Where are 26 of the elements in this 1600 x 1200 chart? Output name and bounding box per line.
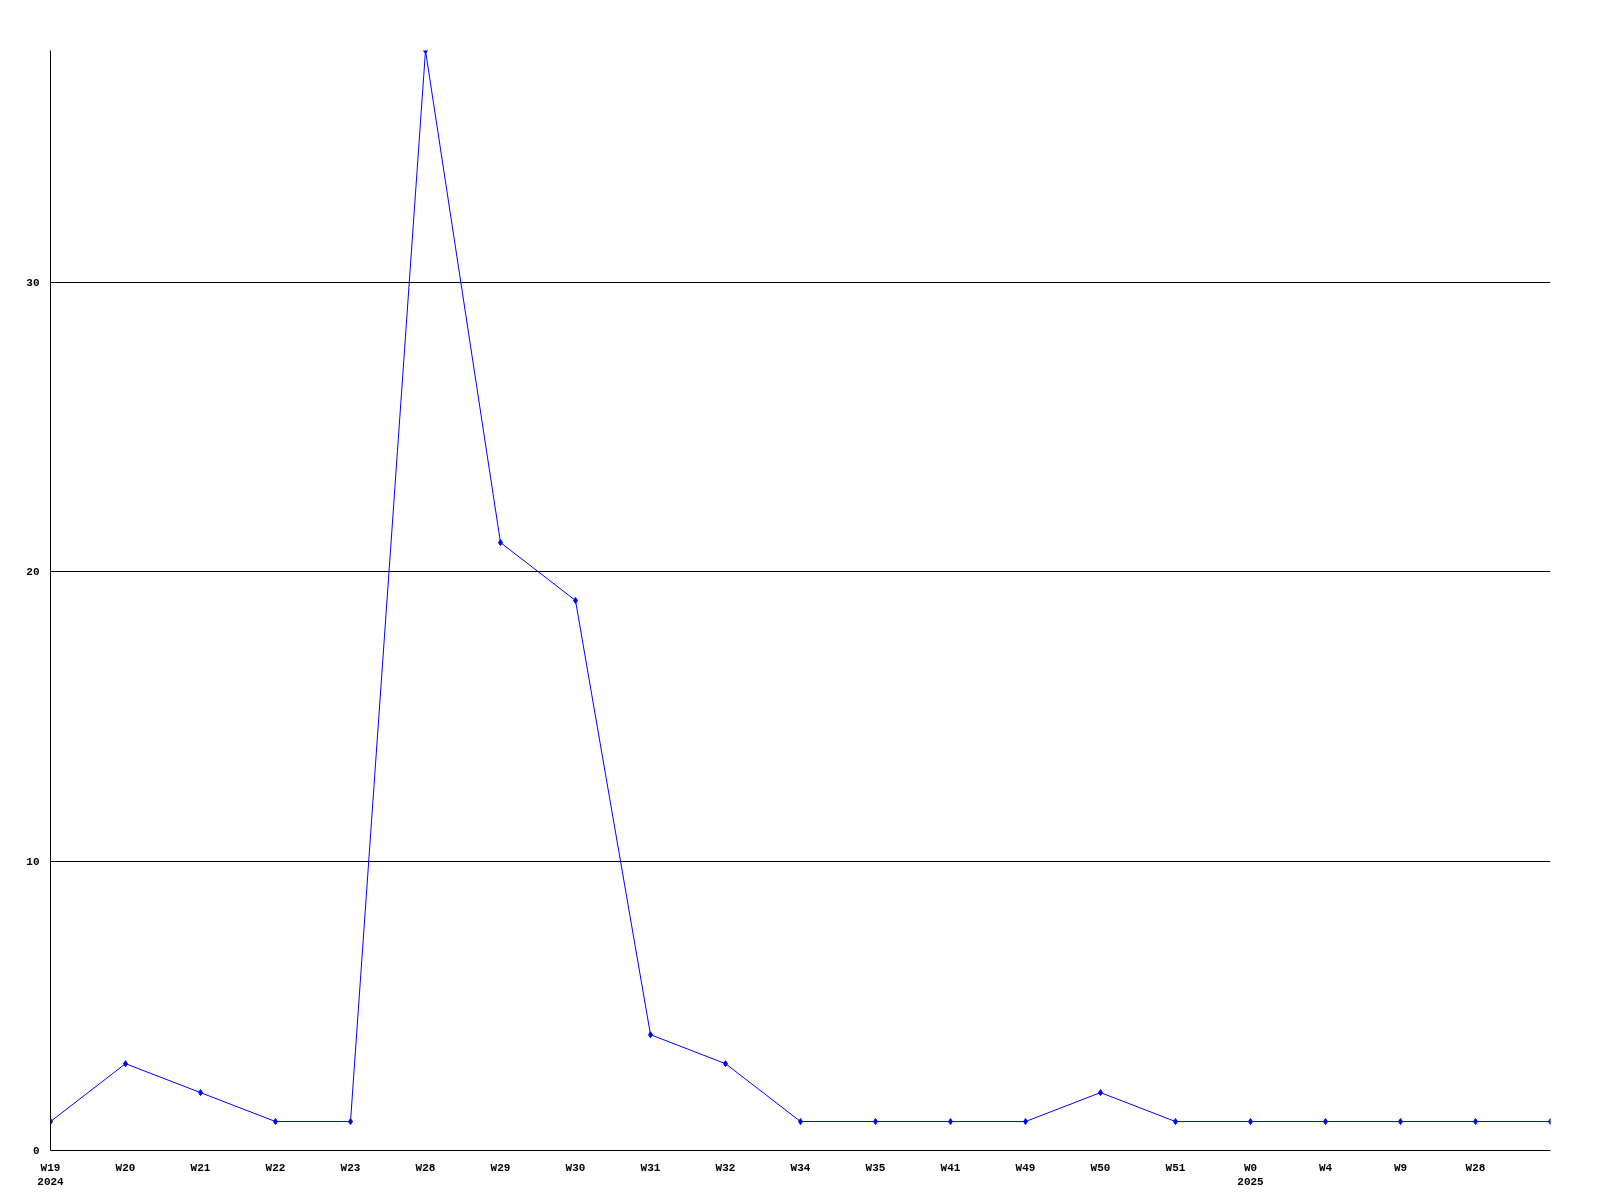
- x-tick-label: W0 2025: [1237, 1161, 1265, 1188]
- x-tick-label: W41: [940, 1161, 961, 1174]
- point: [573, 597, 578, 604]
- y-tick-label: 30: [26, 276, 40, 289]
- x-tick-label: W31: [640, 1161, 661, 1174]
- x-tick-label: W32: [715, 1161, 736, 1174]
- x-tick-label: W50: [1090, 1161, 1111, 1174]
- x-tick-label: W20: [115, 1161, 136, 1174]
- x-tick-label: W19 2024: [37, 1161, 65, 1188]
- y-tick-label: 20: [26, 566, 40, 579]
- x-tick-label: W49: [1015, 1161, 1036, 1174]
- x-tick-label: W29: [490, 1161, 511, 1174]
- x-tick-label: W28: [1465, 1161, 1486, 1174]
- x-tick-label: W9: [1393, 1161, 1408, 1174]
- x-tick-label: W30: [565, 1161, 586, 1174]
- y-tick-label: 10: [26, 855, 40, 868]
- x-tick-label: W4: [1318, 1161, 1333, 1174]
- x-tick-label: W21: [190, 1161, 211, 1174]
- x-tick-label: W22: [265, 1161, 286, 1174]
- x-tick-label: W28: [415, 1161, 436, 1174]
- x-tick-label: W23: [340, 1161, 361, 1174]
- x-tick-label: W35: [865, 1161, 886, 1174]
- y-tick-label: 0: [32, 1145, 40, 1157]
- x-tick-label: W34: [790, 1161, 811, 1174]
- x-tick-label: W51: [1165, 1161, 1186, 1174]
- point: [423, 50, 428, 54]
